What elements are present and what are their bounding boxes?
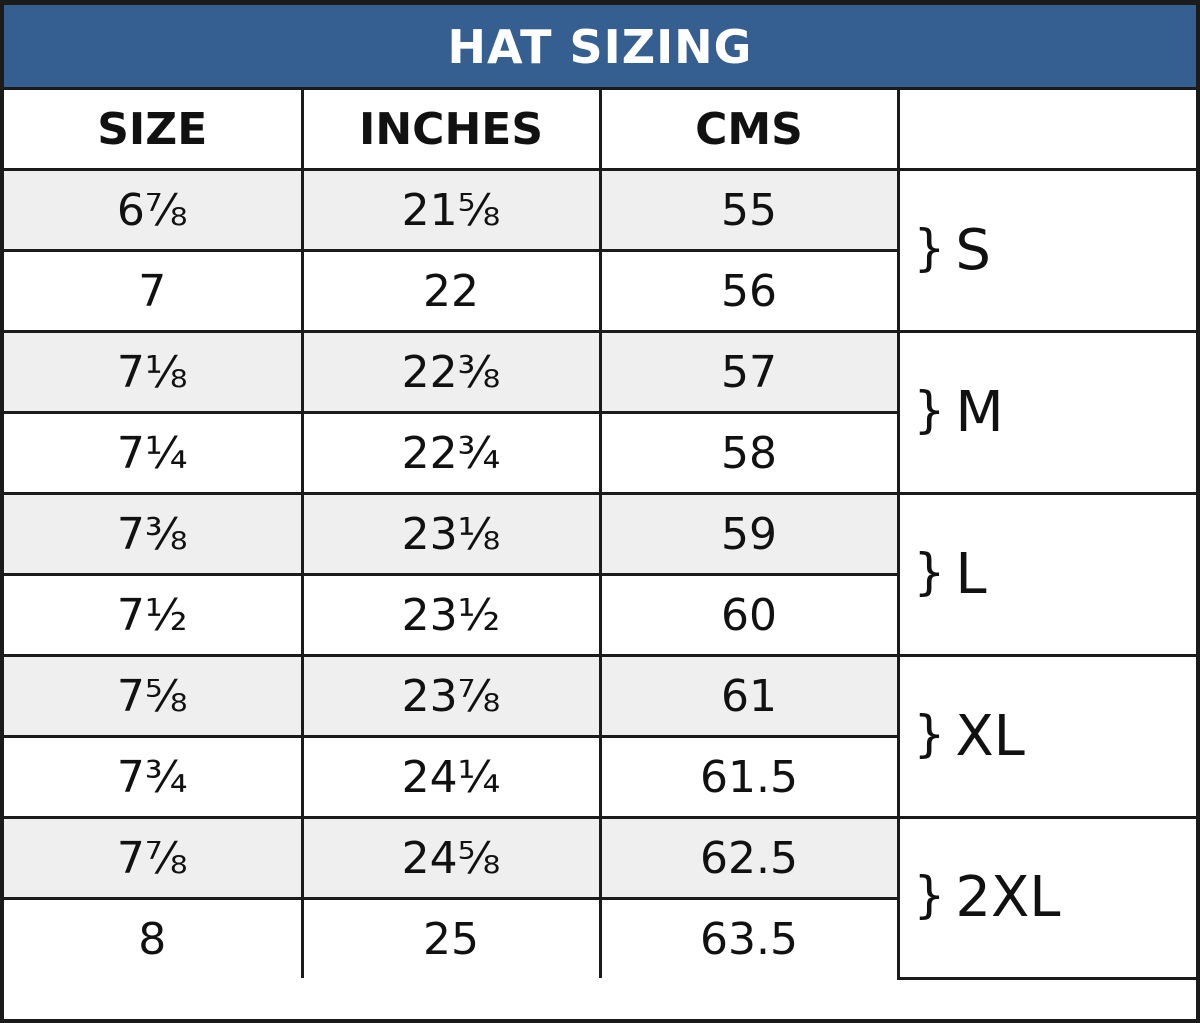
- table-row: 7 22 56: [4, 249, 1196, 333]
- brace-icon: }: [913, 866, 946, 925]
- cell-size: 8: [4, 897, 304, 978]
- size-group: } M: [896, 330, 1196, 495]
- size-group: } 2XL: [896, 816, 1196, 980]
- cell-inches: 22¾: [300, 411, 602, 495]
- cell-inches: 23½: [300, 573, 602, 657]
- header-row: SIZE INCHES CMS: [4, 90, 1196, 171]
- cell-size: 7¾: [4, 735, 304, 819]
- cell-cms: 58: [598, 411, 898, 495]
- cell-cms: 56: [598, 249, 898, 333]
- cell-size: 6⅞: [4, 168, 304, 252]
- size-group-label: XL: [955, 704, 1025, 769]
- size-group-label: L: [955, 542, 987, 607]
- cell-cms: 61.5: [598, 735, 898, 819]
- table-row: 7¼ 22¾ 58: [4, 411, 1196, 495]
- cell-size: 7⅞: [4, 816, 304, 900]
- header-cms: CMS: [598, 90, 900, 171]
- cell-inches: 22⅜: [300, 330, 602, 414]
- size-group-label: M: [955, 380, 1004, 445]
- cell-inches: 24¼: [300, 735, 602, 819]
- table-row: 7⅜ 23⅛ 59} L: [4, 492, 1196, 657]
- table-row: 7⅞ 24⅝ 62.5} 2XL: [4, 816, 1196, 980]
- cell-size: 7½: [4, 573, 304, 657]
- cell-cms: 61: [598, 654, 900, 738]
- size-group: } XL: [896, 654, 1196, 819]
- cell-cms: 55: [598, 168, 900, 252]
- cell-inches: 21⅝: [300, 168, 602, 252]
- cell-inches: 25: [300, 897, 602, 978]
- table-row: 7½ 23½ 60: [4, 573, 1196, 657]
- cell-cms: 63.5: [598, 897, 898, 978]
- cell-cms: 57: [598, 330, 900, 414]
- cell-size: 7⅝: [4, 654, 304, 738]
- table-row: 8 25 63.5: [4, 897, 1196, 978]
- header-inches: INCHES: [300, 90, 602, 171]
- size-group: } S: [896, 168, 1196, 333]
- brace-icon: }: [913, 543, 946, 601]
- table-row: 7⅛ 22⅜ 57} M: [4, 330, 1196, 495]
- cell-cms: 60: [598, 573, 898, 657]
- cell-size: 7⅛: [4, 330, 304, 414]
- size-group-label: S: [955, 218, 991, 283]
- header-group: [896, 90, 1196, 171]
- cell-size: 7: [4, 249, 304, 333]
- table-row: 7¾ 24¼ 61.5: [4, 735, 1196, 819]
- brace-icon: }: [913, 219, 946, 277]
- cell-cms: 62.5: [598, 816, 900, 900]
- cell-inches: 22: [300, 249, 602, 333]
- cell-inches: 23⅞: [300, 654, 602, 738]
- table-row: 7⅝ 23⅞ 61} XL: [4, 654, 1196, 819]
- brace-icon: }: [913, 705, 946, 763]
- brace-icon: }: [913, 381, 946, 439]
- cell-size: 7¼: [4, 411, 304, 495]
- cell-inches: 23⅛: [300, 492, 602, 576]
- cell-inches: 24⅝: [300, 816, 602, 900]
- header-size: SIZE: [4, 90, 304, 171]
- cell-size: 7⅜: [4, 492, 304, 576]
- chart-title: HAT SIZING: [4, 5, 1196, 90]
- size-group-label: 2XL: [955, 865, 1061, 931]
- table-row: 6⅞ 21⅝ 55} S: [4, 168, 1196, 333]
- cell-cms: 59: [598, 492, 900, 576]
- size-group: } L: [896, 492, 1196, 657]
- sizing-table: SIZE INCHES CMS 6⅞ 21⅝ 55} S 7 22 56 7⅛ 22⅜ 57} M 7…: [4, 90, 1196, 980]
